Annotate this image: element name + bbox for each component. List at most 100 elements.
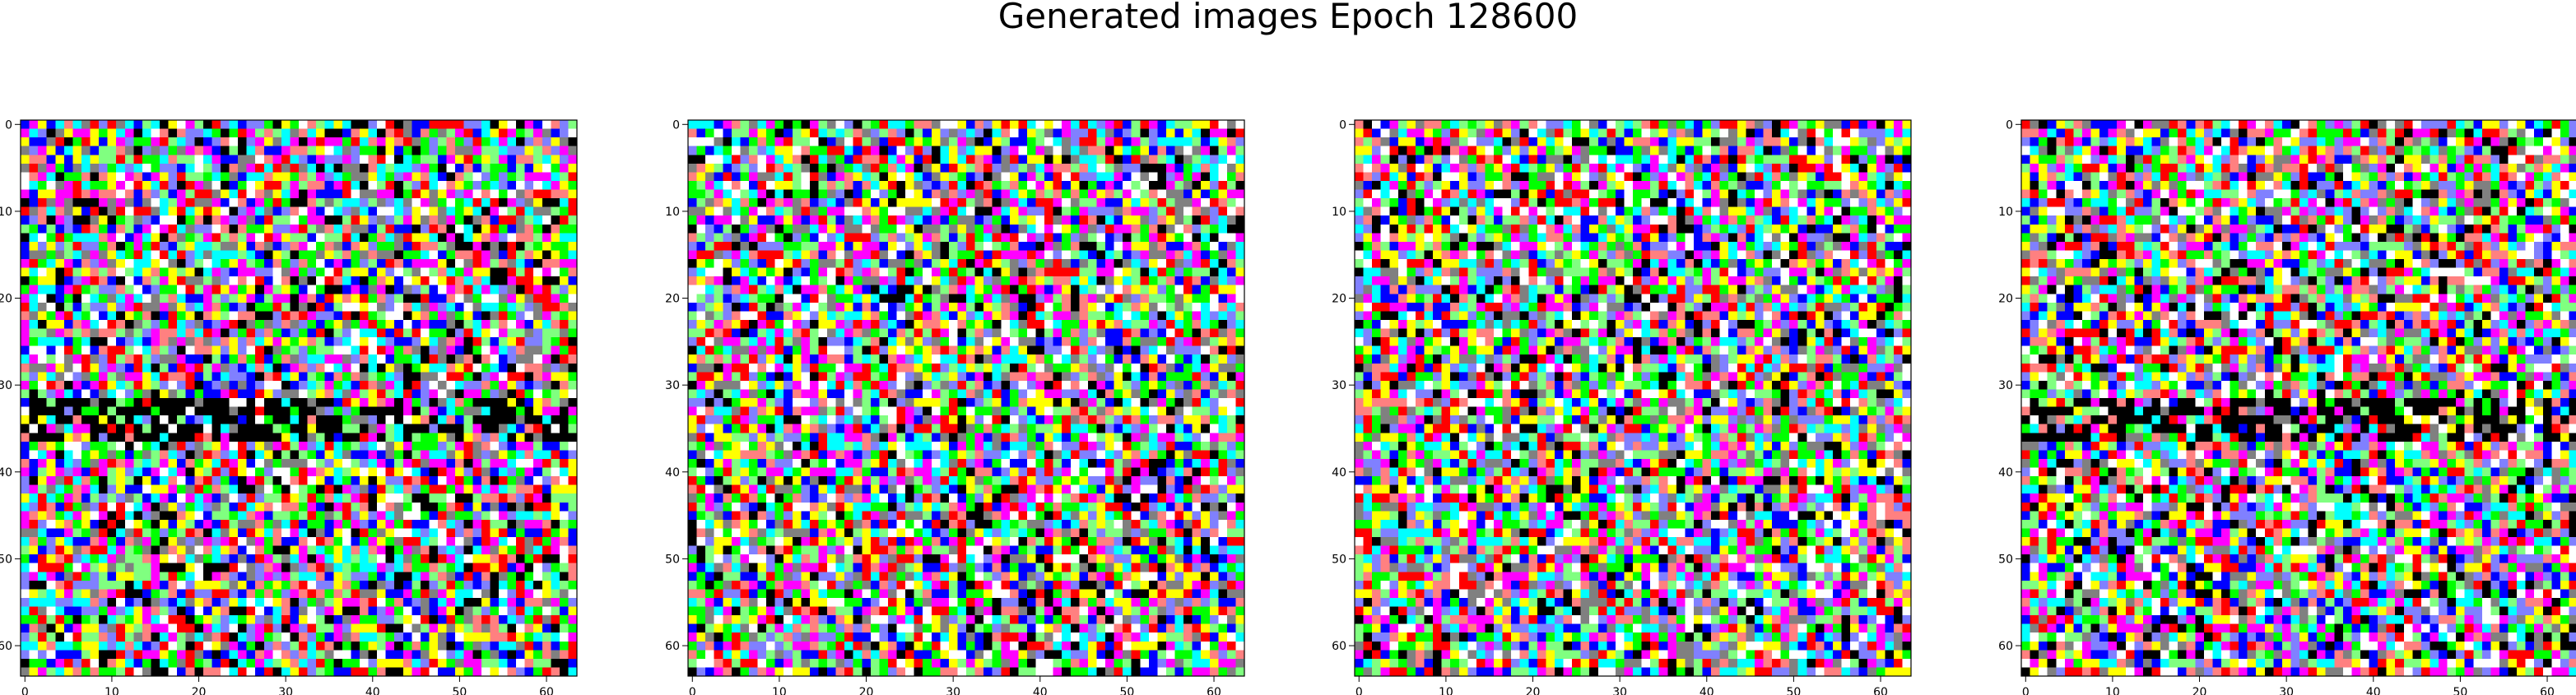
image-pixel xyxy=(1165,215,1176,225)
image-pixel xyxy=(1148,146,1158,155)
image-pixel xyxy=(220,267,230,277)
image-pixel xyxy=(1018,163,1028,173)
image-pixel xyxy=(55,259,65,269)
image-pixel xyxy=(402,415,412,425)
image-pixel xyxy=(133,250,143,260)
image-pixel xyxy=(914,163,923,173)
image-pixel xyxy=(177,650,187,660)
image-pixel xyxy=(490,398,500,408)
image-pixel xyxy=(202,545,212,555)
image-pixel xyxy=(402,128,412,138)
image-pixel xyxy=(220,328,230,338)
image-pixel xyxy=(394,441,404,451)
image-pixel xyxy=(490,493,500,503)
image-pixel xyxy=(63,337,73,347)
image-pixel xyxy=(472,537,482,547)
image-pixel xyxy=(229,493,239,503)
image-pixel xyxy=(333,128,343,138)
image-pixel xyxy=(507,650,517,660)
image-pixel xyxy=(168,545,178,555)
image-pixel xyxy=(142,302,152,312)
image-pixel xyxy=(29,337,39,347)
image-pixel xyxy=(455,589,465,599)
image-pixel xyxy=(272,250,282,260)
image-pixel xyxy=(940,206,950,216)
image-pixel xyxy=(731,224,741,234)
image-pixel xyxy=(124,597,134,608)
image-pixel xyxy=(29,415,39,425)
image-pixel xyxy=(220,137,230,147)
image-pixel xyxy=(307,267,317,277)
image-pixel xyxy=(281,120,291,130)
image-pixel xyxy=(81,589,91,599)
image-pixel xyxy=(1218,155,1228,164)
image-pixel xyxy=(307,615,317,625)
image-pixel xyxy=(229,554,239,564)
image-pixel xyxy=(940,198,950,208)
image-pixel xyxy=(72,206,82,216)
image-pixel xyxy=(238,433,248,442)
image-pixel xyxy=(185,484,195,494)
image-pixel xyxy=(342,163,351,173)
image-pixel xyxy=(90,519,100,530)
image-pixel xyxy=(255,180,265,191)
image-pixel xyxy=(151,267,160,277)
image-pixel xyxy=(402,658,412,669)
image-pixel xyxy=(29,311,39,321)
image-pixel xyxy=(255,484,265,494)
image-pixel xyxy=(107,250,117,260)
image-pixel xyxy=(446,519,456,530)
image-pixel xyxy=(21,215,30,225)
image-pixel xyxy=(63,345,73,355)
image-pixel xyxy=(463,198,473,208)
image-pixel xyxy=(923,128,932,138)
image-pixel xyxy=(481,233,491,243)
image-pixel xyxy=(281,528,291,538)
image-pixel xyxy=(142,398,152,408)
image-pixel xyxy=(351,319,360,330)
image-pixel xyxy=(983,206,993,216)
image-pixel xyxy=(246,450,256,460)
image-pixel xyxy=(324,241,334,252)
image-pixel xyxy=(107,450,117,460)
image-pixel xyxy=(124,433,134,442)
image-pixel xyxy=(316,215,326,225)
image-pixel xyxy=(368,641,378,651)
image-pixel xyxy=(394,250,404,260)
image-pixel xyxy=(21,189,30,199)
image-pixel xyxy=(516,650,526,660)
image-pixel xyxy=(46,528,56,538)
image-pixel xyxy=(835,224,845,234)
image-pixel xyxy=(740,163,750,173)
image-pixel xyxy=(429,206,439,216)
image-pixel xyxy=(107,484,117,494)
image-pixel xyxy=(498,363,509,373)
image-pixel xyxy=(463,285,473,294)
image-pixel xyxy=(99,554,109,564)
image-pixel xyxy=(160,641,170,651)
image-pixel xyxy=(351,267,360,277)
image-pixel xyxy=(923,180,932,191)
image-pixel xyxy=(498,597,509,608)
image-pixel xyxy=(455,380,465,391)
image-pixel xyxy=(99,589,109,599)
image-pixel xyxy=(316,476,326,486)
image-pixel xyxy=(412,363,421,373)
image-pixel xyxy=(299,433,309,442)
image-pixel xyxy=(90,120,100,130)
image-pixel xyxy=(420,554,430,564)
image-pixel xyxy=(402,545,412,555)
image-pixel xyxy=(402,537,412,547)
image-pixel xyxy=(333,372,343,382)
image-pixel xyxy=(290,493,300,503)
image-pixel xyxy=(455,632,465,642)
image-pixel xyxy=(438,206,448,216)
image-pixel xyxy=(748,206,759,216)
image-pixel xyxy=(281,137,291,147)
image-pixel xyxy=(90,415,100,425)
image-pixel xyxy=(255,128,265,138)
image-pixel xyxy=(542,450,551,460)
image-pixel xyxy=(498,476,509,486)
image-pixel xyxy=(481,589,491,599)
image-pixel xyxy=(38,259,48,269)
